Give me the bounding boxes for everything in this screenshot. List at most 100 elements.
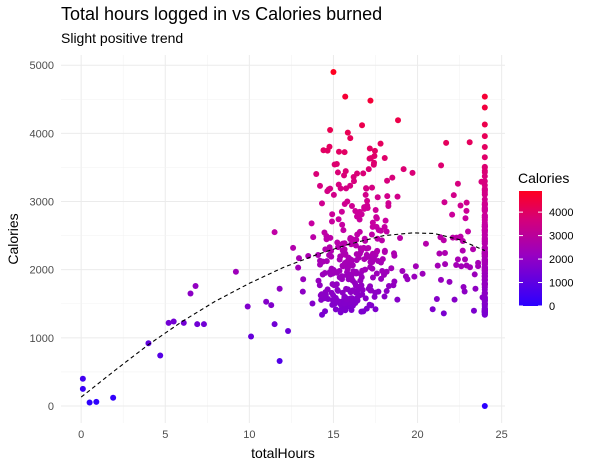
data-point	[384, 177, 391, 184]
data-point	[352, 208, 359, 215]
data-point	[481, 208, 488, 215]
legend-label: 2000	[549, 254, 573, 266]
data-point	[441, 199, 448, 206]
data-point	[481, 281, 488, 288]
data-point	[394, 193, 401, 200]
data-point	[454, 256, 461, 263]
data-point	[337, 274, 344, 281]
data-point	[450, 192, 457, 199]
data-point	[461, 288, 468, 295]
data-point	[388, 265, 395, 272]
data-point	[347, 262, 354, 269]
data-point	[326, 269, 333, 276]
data-point	[327, 185, 334, 192]
data-point	[341, 149, 348, 156]
data-point	[422, 240, 429, 247]
data-point	[362, 191, 369, 198]
data-point	[361, 256, 368, 263]
data-point	[372, 206, 379, 213]
data-point	[467, 264, 474, 271]
data-point	[362, 295, 369, 302]
y-tick-label: 0	[48, 401, 54, 413]
data-point	[335, 287, 342, 294]
data-point	[481, 306, 488, 313]
data-point	[369, 184, 376, 191]
data-point	[244, 303, 251, 310]
data-point	[335, 216, 342, 223]
data-point	[357, 277, 364, 284]
data-point	[187, 290, 194, 297]
data-point	[194, 321, 201, 328]
data-point	[481, 265, 488, 272]
data-point	[328, 218, 335, 225]
data-point	[358, 282, 365, 289]
data-point	[471, 271, 478, 278]
data-point	[248, 333, 255, 340]
data-point	[353, 270, 360, 277]
data-point	[322, 308, 329, 315]
data-point	[341, 240, 348, 247]
data-point	[268, 302, 275, 309]
data-point	[399, 268, 406, 275]
data-point	[379, 256, 386, 263]
data-point	[481, 273, 488, 280]
data-point	[475, 259, 482, 266]
data-point	[369, 274, 376, 281]
data-point	[465, 228, 471, 235]
data-point	[285, 328, 292, 334]
data-point	[359, 291, 366, 298]
data-point	[437, 234, 444, 241]
data-point	[481, 298, 488, 305]
data-point	[384, 193, 391, 200]
data-point	[481, 232, 488, 239]
data-point	[145, 340, 152, 347]
data-point	[481, 93, 488, 100]
data-point	[366, 145, 373, 152]
data-point	[369, 259, 376, 266]
data-point	[419, 270, 426, 277]
color-legend: Calories 4000 3000 2000 1000 0	[518, 170, 573, 313]
data-point	[318, 291, 325, 298]
data-point	[368, 231, 375, 238]
data-point	[481, 173, 488, 180]
y-tick-label: 3000	[30, 197, 54, 209]
data-point	[438, 162, 445, 169]
data-point	[309, 300, 316, 307]
data-point	[381, 154, 388, 161]
data-point	[481, 144, 488, 150]
data-point	[352, 300, 359, 307]
data-point	[323, 235, 330, 242]
data-point	[449, 211, 456, 218]
data-point	[436, 250, 443, 257]
data-point	[365, 166, 372, 173]
data-point	[481, 257, 488, 264]
data-point	[352, 282, 359, 289]
data-point	[374, 194, 381, 201]
chart-title: Total hours logged in vs Calories burned	[61, 4, 383, 24]
data-point	[470, 246, 477, 253]
data-point	[330, 69, 337, 76]
data-point	[400, 166, 407, 173]
data-point	[481, 182, 488, 189]
data-point	[317, 182, 323, 189]
data-point	[371, 152, 378, 159]
data-point	[371, 147, 378, 154]
data-point	[481, 164, 488, 171]
legend-colorbar	[519, 191, 542, 306]
data-point	[429, 306, 436, 313]
data-point	[335, 298, 342, 305]
data-point	[79, 375, 86, 382]
data-point	[459, 247, 466, 254]
x-axis-title: totalHours	[251, 445, 315, 461]
data-point	[453, 261, 460, 268]
data-point	[276, 285, 283, 292]
data-point	[315, 277, 322, 284]
data-point	[367, 97, 374, 104]
data-point	[463, 207, 470, 214]
data-point	[383, 288, 390, 295]
data-point	[374, 235, 381, 242]
x-tick-label: 0	[78, 429, 84, 441]
data-point	[363, 305, 370, 312]
data-point	[317, 261, 324, 268]
